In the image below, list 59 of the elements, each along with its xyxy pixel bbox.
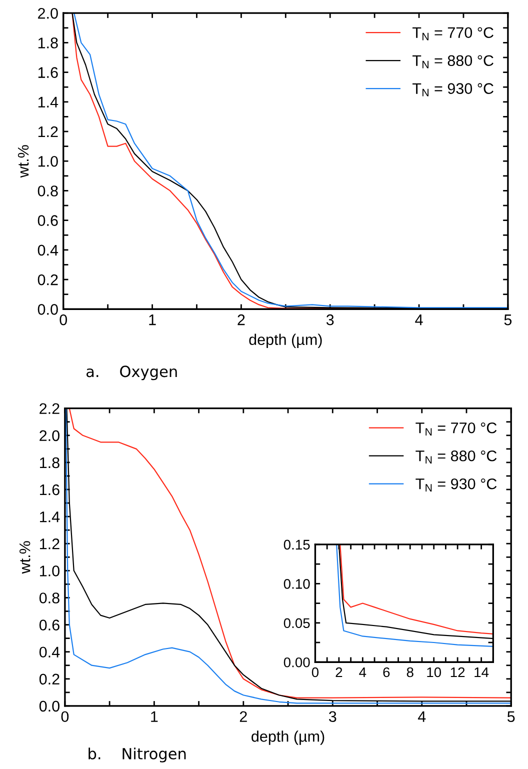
x-tick-label: 0 — [312, 667, 319, 678]
x-tick-label: 2 — [238, 314, 245, 326]
legend-label: T$_{N}$ = 770 °C — [412, 27, 494, 40]
x-tick-label: 1 — [149, 314, 156, 326]
y-tick-label: 1.4 — [38, 96, 58, 108]
y-tick-label: 1.6 — [40, 484, 60, 496]
y-tick-label: 1.6 — [38, 67, 58, 78]
x-tick-label: 4 — [415, 314, 423, 326]
x-tick-label: 0 — [61, 711, 69, 722]
x-tick-label: 2 — [240, 711, 247, 722]
y-tick-label: 1.2 — [40, 538, 60, 550]
y-tick-label: 0.15 — [284, 540, 310, 550]
y-tick-label: 0.8 — [38, 186, 58, 196]
x-tick-label: 14 — [474, 667, 489, 678]
y-tick-label: 1.0 — [38, 156, 58, 167]
y-axis-title: wt.% — [20, 541, 30, 574]
x-tick-label: 4 — [418, 711, 426, 722]
y-tick-label: 0.10 — [284, 579, 310, 589]
x-tick-label: 8 — [406, 667, 414, 678]
x-tick-label: 5 — [504, 314, 512, 326]
x-tick-label: 12 — [450, 667, 465, 678]
text: a. Oxygen — [86, 366, 177, 380]
x-tick-label: 0 — [60, 314, 68, 326]
y-tick-label: 0.4 — [38, 244, 58, 256]
y-tick-label: 2.2 — [40, 403, 60, 414]
y-tick-label: 0.6 — [39, 620, 60, 630]
y-tick-label: 0.0 — [38, 304, 58, 315]
y-tick-label: 1.8 — [38, 38, 58, 48]
y-tick-label: 0.00 — [284, 657, 310, 668]
text: b. Nitrogen — [88, 748, 186, 762]
y-tick-label: 0.4 — [39, 646, 60, 658]
y-tick-label: 0.05 — [284, 618, 310, 628]
x-tick-label: 3 — [326, 314, 334, 326]
x-tick-label: 6 — [383, 667, 390, 678]
legend-label: T$_{N}$ = 880 °C — [412, 55, 494, 68]
x-axis-title: depth (µm) — [252, 730, 324, 745]
legend-label: T$_{N}$ = 930 °C — [412, 83, 494, 96]
y-tick-label: 1.8 — [40, 457, 60, 468]
x-tick-label: 1 — [151, 711, 158, 722]
y-tick-label: 1.2 — [38, 126, 58, 138]
x-tick-label: 3 — [328, 711, 336, 722]
y-tick-label: 0.2 — [39, 674, 60, 685]
x-tick-label: 5 — [507, 711, 515, 722]
legend-label: T$_{N}$ = 770 °C — [416, 422, 497, 436]
y-tick-label: 2.0 — [40, 430, 60, 442]
legend-label: T$_{N}$ = 880 °C — [416, 450, 497, 464]
y-tick-label: 2.0 — [38, 8, 58, 19]
legend-label: T$_{N}$ = 930 °C — [416, 478, 497, 492]
x-tick-label: 2 — [336, 667, 342, 678]
x-axis-title: depth (µm) — [249, 334, 322, 348]
y-tick-label: 0.2 — [38, 274, 58, 286]
x-tick-label: 10 — [427, 667, 442, 678]
y-tick-label: 0.0 — [39, 700, 60, 712]
x-tick-label: 4 — [359, 667, 366, 678]
y-tick-label: 1.0 — [40, 566, 60, 576]
y-axis-title: wt.% — [18, 145, 29, 178]
y-tick-label: 0.8 — [39, 592, 60, 604]
y-tick-label: 0.6 — [38, 215, 58, 226]
y-tick-label: 1.4 — [40, 512, 60, 522]
